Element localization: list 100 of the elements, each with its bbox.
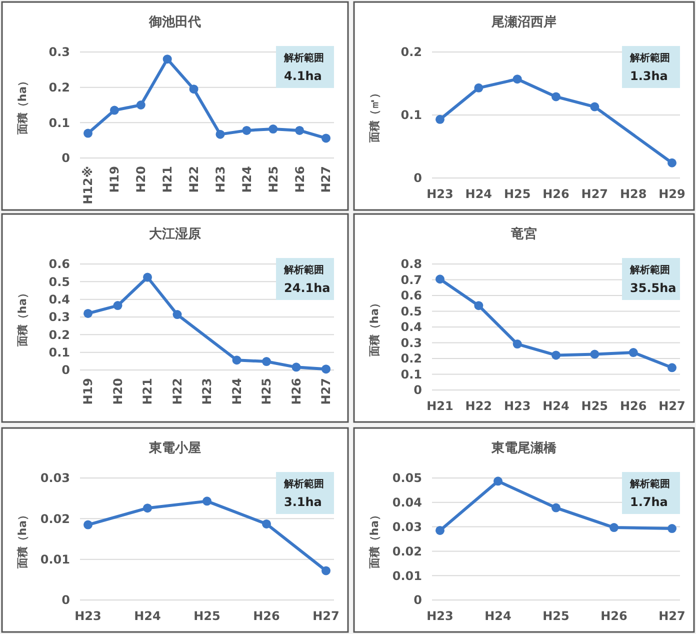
point xyxy=(322,134,330,143)
point xyxy=(436,274,444,284)
y-tick-label: 0.02 xyxy=(40,512,70,526)
x-tick-label: H19 xyxy=(81,378,96,405)
y-tick-label: 0.4 xyxy=(48,292,70,307)
point xyxy=(668,158,676,168)
point xyxy=(512,74,522,84)
point xyxy=(242,126,252,135)
point xyxy=(628,348,638,358)
x-tick-label: H21 xyxy=(140,378,155,405)
x-tick-label: H24 xyxy=(465,187,492,201)
x-tick-label: H27 xyxy=(319,166,334,193)
y-tick-label: 0.6 xyxy=(48,257,70,272)
x-tick-label: H26 xyxy=(542,187,570,201)
point xyxy=(668,363,676,372)
x-tick-label: H24 xyxy=(134,609,161,623)
point xyxy=(262,519,271,528)
y-tick-label: 0.2 xyxy=(48,80,70,95)
y-tick-label: 0 xyxy=(414,383,422,398)
x-tick-label: H23 xyxy=(213,166,228,193)
point xyxy=(262,357,271,366)
annotation: 解析範囲 xyxy=(629,52,670,64)
point xyxy=(143,504,152,513)
y-tick-label: 0.03 xyxy=(40,471,70,486)
point xyxy=(172,310,182,320)
y-tick-label: 0.6 xyxy=(400,288,422,303)
y-tick-label: 0.05 xyxy=(392,471,422,486)
x-tick-label: H26 xyxy=(289,378,304,405)
y-tick-label: 0.5 xyxy=(48,274,70,289)
chart-title: 御池田代 xyxy=(148,15,201,30)
x-tick-label: H12※ xyxy=(81,166,96,204)
x-tick-label: H26 xyxy=(292,166,307,193)
x-tick-label: H24 xyxy=(230,378,244,405)
y-tick-label: 0.8 xyxy=(400,257,422,272)
point xyxy=(84,128,92,138)
y-axis-title: 面積（㎡） xyxy=(368,88,381,144)
point xyxy=(552,350,560,360)
point xyxy=(216,130,225,139)
annotation: 解析範囲 xyxy=(629,478,670,490)
x-tick-label: H27 xyxy=(581,187,608,201)
point xyxy=(113,301,122,310)
y-tick-label: 0.04 xyxy=(392,496,422,510)
point xyxy=(552,503,560,512)
point xyxy=(162,54,172,64)
x-tick-label: H27 xyxy=(658,609,686,623)
y-tick-label: 0.3 xyxy=(400,336,422,350)
y-tick-label: 0.1 xyxy=(48,346,70,360)
x-tick-label: H22 xyxy=(170,378,184,405)
point xyxy=(295,126,304,135)
point xyxy=(610,523,618,532)
annotation: 解析範囲 xyxy=(629,264,670,276)
annotation: 4.1ha xyxy=(284,69,322,83)
x-tick-label: H22 xyxy=(186,166,201,193)
x-tick-label: H21 xyxy=(426,399,454,413)
y-tick-label: 0.4 xyxy=(400,320,422,334)
y-axis-title: 面積（ha） xyxy=(16,287,29,348)
annotation: 解析範囲 xyxy=(283,52,324,64)
y-tick-label: 0 xyxy=(62,593,70,608)
x-tick-label: H23 xyxy=(426,187,454,201)
x-tick-label: H27 xyxy=(312,609,340,623)
x-tick-label: H25 xyxy=(581,399,608,413)
annotation: 解析範囲 xyxy=(283,264,324,276)
x-tick-label: H24 xyxy=(484,609,512,623)
point xyxy=(590,102,600,112)
y-tick-label: 0.1 xyxy=(400,108,422,122)
x-tick-label: H23 xyxy=(74,609,102,623)
x-tick-label: H23 xyxy=(504,399,531,413)
x-tick-label: H25 xyxy=(266,166,280,193)
x-tick-label: H26 xyxy=(620,399,647,413)
point xyxy=(84,520,92,530)
x-tick-label: H25 xyxy=(194,609,220,623)
x-tick-label: H26 xyxy=(600,609,628,623)
x-tick-label: H28 xyxy=(620,187,647,201)
y-tick-label: 0 xyxy=(62,363,70,378)
y-tick-label: 0.7 xyxy=(400,272,422,287)
x-tick-label: H24 xyxy=(240,166,254,193)
point xyxy=(474,301,484,310)
y-tick-label: 0.5 xyxy=(400,304,422,318)
y-tick-label: 0.01 xyxy=(40,552,70,567)
x-tick-label: H24 xyxy=(542,399,570,413)
point xyxy=(322,364,330,374)
y-tick-label: 0.01 xyxy=(392,568,422,583)
x-tick-label: H22 xyxy=(465,399,492,413)
y-tick-label: 0.1 xyxy=(48,116,70,130)
point xyxy=(494,476,502,486)
y-tick-label: 0 xyxy=(414,593,422,608)
point xyxy=(474,83,484,92)
y-axis-title: 面積（ha） xyxy=(368,509,381,570)
y-tick-label: 0.3 xyxy=(48,310,70,324)
x-tick-label: H25 xyxy=(260,378,274,405)
x-tick-label: H25 xyxy=(542,609,570,623)
x-tick-label: H23 xyxy=(426,609,454,623)
point xyxy=(512,340,522,349)
x-tick-label: H21 xyxy=(160,166,175,193)
y-tick-label: 0 xyxy=(414,171,422,186)
point xyxy=(322,566,330,576)
point xyxy=(202,496,212,506)
point xyxy=(668,524,676,534)
y-axis-title: 面積（ha） xyxy=(16,75,29,136)
chart-title: 尾瀬沼西岸 xyxy=(490,15,556,30)
